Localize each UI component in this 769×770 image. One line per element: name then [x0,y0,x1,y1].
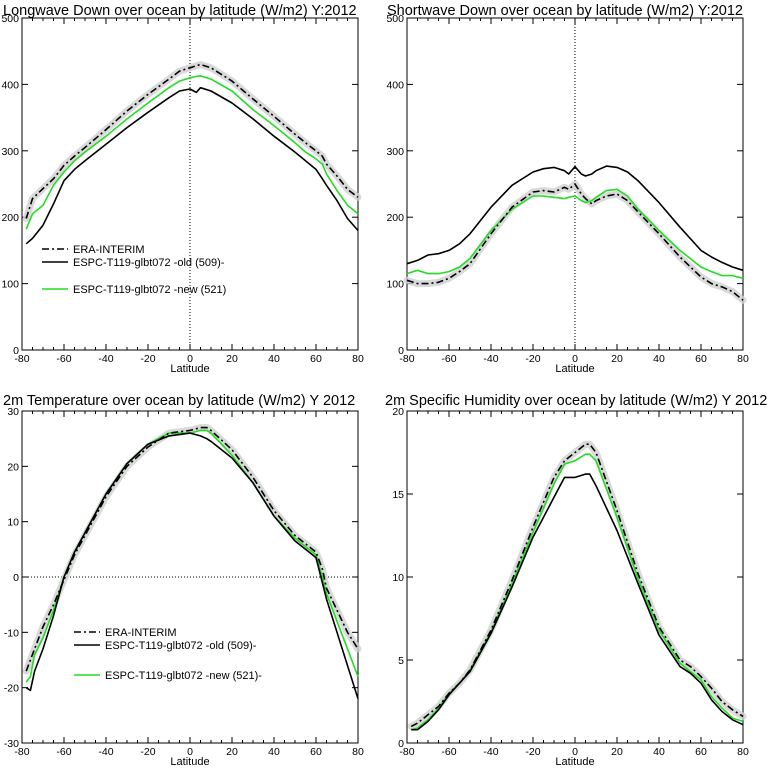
chart-panel-4: 2m Specific Humidity over ocean by latit… [385,393,767,768]
y-tick-label: 30 [7,406,19,418]
x-tick-label: 40 [653,353,665,365]
x-tick-label: 20 [226,353,238,365]
y-tick-label: 0 [13,345,19,357]
era-spread-band [22,61,362,222]
y-tick-label: 500 [386,13,404,25]
y-tick-label: -10 [4,627,19,639]
chart-title: Longwave Down over ocean by latitude (W/… [3,3,357,19]
x-axis-label: Latitude [170,756,209,768]
y-tick-label: 0 [13,572,19,584]
x-axis-label: Latitude [555,363,594,375]
x-tick-label: 0 [187,746,193,758]
series-line-espc-new [25,75,359,230]
series-line-espc-old [25,432,359,699]
series-line-espc-old [411,473,744,731]
x-axis-label: Latitude [170,363,209,375]
y-tick-label: -20 [4,683,19,695]
chart-title: Shortwave Down over ocean by latitude (W… [387,3,743,19]
y-tick-label: 5 [398,655,404,667]
series-line-era-interim [406,183,744,301]
series-line-era-interim [25,426,359,672]
x-tick-label: -60 [56,353,71,365]
x-tick-label: 80 [352,746,364,758]
series-line-espc-old [25,86,359,245]
x-tick-label: 60 [310,353,322,365]
x-tick-label: 80 [737,746,749,758]
y-tick-label: 20 [392,406,404,418]
series-line-espc-new [406,188,744,280]
x-tick-label: -80 [14,353,29,365]
y-tick-label: -30 [4,738,19,750]
legend-label: ESPC-T119-glbt072 -old (509)- [73,257,225,269]
x-tick-label: 80 [352,353,364,365]
x-tick-label: -40 [98,746,113,758]
legend-label: ERA-INTERIM [73,244,145,256]
legend-label: ESPC-T119-glbt072 -new (521) [73,284,226,296]
chart-title: 2m Temperature over ocean by latitude (W… [3,393,355,409]
x-tick-label: 0 [572,353,578,365]
x-tick-label: 40 [268,746,280,758]
y-tick-label: 100 [1,279,19,291]
x-tick-label: -40 [98,353,113,365]
x-tick-label: 80 [737,353,749,365]
x-tick-label: 20 [226,746,238,758]
x-tick-label: -40 [483,746,498,758]
y-tick-label: 20 [7,461,19,473]
y-tick-label: 200 [1,212,19,224]
chart-panel-1: Longwave Down over ocean by latitude (W/… [1,3,364,375]
series-line-espc-new [25,429,359,683]
x-tick-label: -20 [140,746,155,758]
x-tick-label: -40 [483,353,498,365]
x-tick-label: 60 [695,746,707,758]
series-line-era-interim [410,443,744,728]
y-tick-label: 10 [392,572,404,584]
y-tick-label: 15 [392,489,404,501]
y-tick-label: 400 [1,79,19,91]
series-line-espc-new [411,453,744,731]
x-tick-label: 20 [611,353,623,365]
x-tick-label: -80 [14,746,29,758]
y-tick-label: 300 [386,146,404,158]
legend-label: ERA-INTERIM [105,627,177,639]
x-tick-label: 60 [695,353,707,365]
x-tick-label: -60 [441,746,456,758]
series-line-espc-old [406,165,744,272]
y-tick-label: 0 [398,345,404,357]
x-tick-label: 40 [653,746,665,758]
x-tick-label: -20 [140,353,155,365]
x-tick-label: -80 [399,353,414,365]
x-tick-label: 0 [572,746,578,758]
y-tick-label: 10 [7,517,19,529]
era-spread-band [407,440,747,730]
y-tick-label: 300 [1,146,19,158]
x-tick-label: -60 [56,746,71,758]
y-tick-label: 400 [386,79,404,91]
y-tick-label: 100 [386,279,404,291]
x-tick-label: 40 [268,353,280,365]
y-tick-label: 200 [386,212,404,224]
chart-panel-3: 2m Temperature over ocean by latitude (W… [3,393,364,768]
chart-title: 2m Specific Humidity over ocean by latit… [385,393,767,409]
series-line-era-interim [25,63,359,219]
x-axis-label: Latitude [555,756,594,768]
legend-label: ESPC-T119-glbt072 -new (521)- [105,670,262,682]
x-tick-label: 60 [310,746,322,758]
x-tick-label: -20 [525,353,540,365]
y-tick-label: 500 [1,13,19,25]
x-tick-label: 0 [187,353,193,365]
chart-panel-2: Shortwave Down over ocean by latitude (W… [386,3,749,375]
x-tick-label: -80 [399,746,414,758]
y-tick-label: 0 [398,738,404,750]
x-tick-label: 20 [611,746,623,758]
x-tick-label: -20 [525,746,540,758]
x-tick-label: -60 [441,353,456,365]
legend-label: ESPC-T119-glbt072 -old (509)- [105,640,257,652]
